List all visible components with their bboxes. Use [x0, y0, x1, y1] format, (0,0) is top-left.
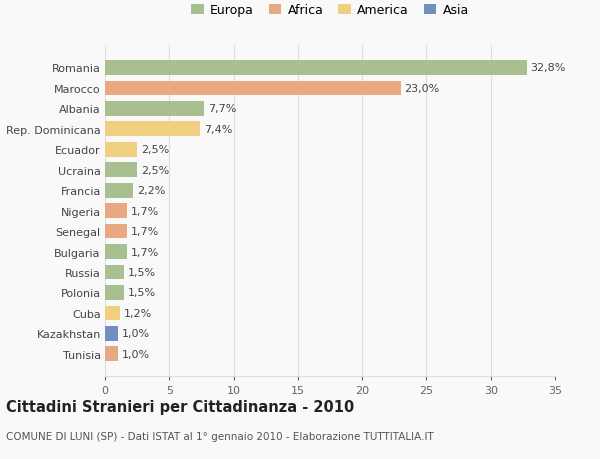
Text: 1,5%: 1,5%: [128, 268, 156, 277]
Text: 1,2%: 1,2%: [124, 308, 152, 318]
Text: 1,0%: 1,0%: [122, 329, 150, 339]
Bar: [105, 326, 118, 341]
Text: 7,7%: 7,7%: [208, 104, 236, 114]
Text: 1,5%: 1,5%: [128, 288, 156, 298]
Bar: [105, 122, 200, 137]
Text: 2,2%: 2,2%: [137, 186, 166, 196]
Bar: [105, 143, 137, 157]
Text: 7,4%: 7,4%: [204, 124, 232, 134]
Bar: [105, 184, 133, 198]
Bar: [105, 204, 127, 218]
Text: Cittadini Stranieri per Cittadinanza - 2010: Cittadini Stranieri per Cittadinanza - 2…: [6, 399, 354, 414]
Text: 1,7%: 1,7%: [131, 227, 159, 236]
Text: 2,5%: 2,5%: [141, 165, 169, 175]
Bar: [105, 61, 527, 76]
Bar: [105, 102, 204, 117]
Bar: [105, 163, 137, 178]
Text: 1,7%: 1,7%: [131, 206, 159, 216]
Bar: [105, 285, 124, 300]
Text: 32,8%: 32,8%: [530, 63, 566, 73]
Legend: Europa, Africa, America, Asia: Europa, Africa, America, Asia: [186, 0, 474, 22]
Bar: [105, 347, 118, 361]
Text: 23,0%: 23,0%: [404, 84, 440, 94]
Bar: [105, 306, 121, 320]
Text: 1,0%: 1,0%: [122, 349, 150, 359]
Text: 1,7%: 1,7%: [131, 247, 159, 257]
Bar: [105, 81, 401, 96]
Bar: [105, 265, 124, 280]
Bar: [105, 245, 127, 259]
Text: 2,5%: 2,5%: [141, 145, 169, 155]
Bar: [105, 224, 127, 239]
Text: COMUNE DI LUNI (SP) - Dati ISTAT al 1° gennaio 2010 - Elaborazione TUTTITALIA.IT: COMUNE DI LUNI (SP) - Dati ISTAT al 1° g…: [6, 431, 434, 442]
